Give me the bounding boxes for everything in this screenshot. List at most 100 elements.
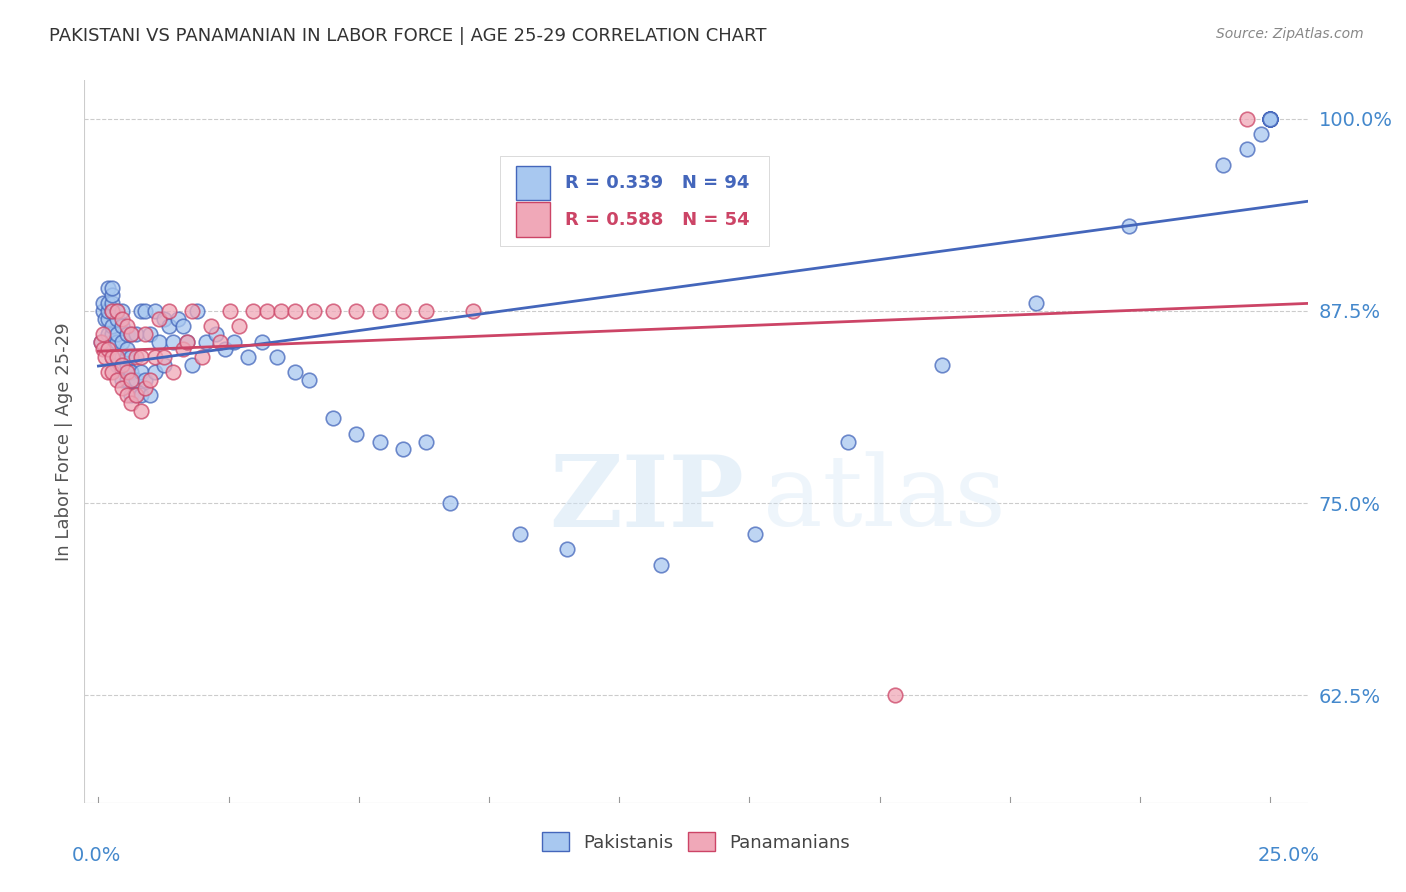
Point — [105, 326, 128, 341]
Point — [1212, 158, 1234, 172]
Point — [90, 334, 112, 349]
Legend: Pakistanis, Panamanians: Pakistanis, Panamanians — [534, 825, 858, 859]
Point — [105, 358, 128, 372]
Point — [650, 558, 672, 572]
Point — [1258, 112, 1281, 126]
Point — [153, 311, 176, 326]
Point — [120, 326, 142, 341]
Point — [111, 319, 134, 334]
Point — [167, 311, 190, 326]
Point — [143, 365, 166, 379]
Point — [115, 319, 138, 334]
Point — [101, 326, 124, 341]
Point — [186, 304, 208, 318]
Point — [97, 365, 120, 379]
Point — [111, 358, 134, 372]
Point — [134, 326, 156, 341]
Point — [1118, 219, 1140, 234]
Point — [97, 326, 120, 341]
Point — [97, 304, 120, 318]
Point — [1258, 112, 1281, 126]
Point — [120, 388, 142, 402]
Point — [266, 350, 288, 364]
Point — [111, 304, 134, 318]
Point — [125, 373, 148, 387]
Point — [238, 350, 260, 364]
Point — [129, 304, 152, 318]
Point — [1236, 143, 1258, 157]
Point — [143, 304, 166, 318]
Point — [415, 304, 437, 318]
Point — [115, 373, 138, 387]
Point — [97, 311, 120, 326]
Point — [125, 326, 148, 341]
Point — [134, 373, 156, 387]
Point — [139, 326, 162, 341]
Point — [94, 311, 117, 326]
Point — [153, 350, 176, 364]
Text: R = 0.588   N = 54: R = 0.588 N = 54 — [565, 211, 749, 228]
Point — [125, 350, 148, 364]
Text: R = 0.339   N = 94: R = 0.339 N = 94 — [565, 174, 749, 192]
Point — [105, 350, 128, 364]
Point — [111, 373, 134, 387]
Point — [101, 334, 124, 349]
Point — [214, 343, 236, 357]
Point — [111, 350, 134, 364]
Point — [256, 304, 278, 318]
Point — [143, 350, 166, 364]
Point — [344, 304, 367, 318]
Point — [91, 304, 114, 318]
Point — [101, 281, 124, 295]
Point — [111, 334, 134, 349]
Point — [555, 542, 578, 557]
Point — [181, 304, 204, 318]
Point — [322, 304, 344, 318]
Point — [368, 304, 391, 318]
Point — [91, 343, 114, 357]
Point — [129, 404, 152, 418]
Text: ZIP: ZIP — [550, 450, 744, 548]
Point — [115, 358, 138, 372]
Point — [1258, 112, 1281, 126]
Point — [195, 334, 218, 349]
Y-axis label: In Labor Force | Age 25-29: In Labor Force | Age 25-29 — [55, 322, 73, 561]
Point — [94, 350, 117, 364]
Point — [120, 365, 142, 379]
FancyBboxPatch shape — [501, 156, 769, 246]
Point — [115, 365, 138, 379]
Point — [176, 334, 198, 349]
Point — [439, 496, 461, 510]
Point — [884, 688, 907, 702]
Point — [97, 296, 120, 310]
Point — [162, 365, 184, 379]
Point — [270, 304, 292, 318]
Point — [157, 304, 180, 318]
Point — [1025, 296, 1047, 310]
Point — [125, 388, 148, 402]
Point — [204, 326, 226, 341]
Point — [509, 526, 531, 541]
Point — [284, 304, 307, 318]
Point — [344, 426, 367, 441]
Point — [91, 296, 114, 310]
Text: 0.0%: 0.0% — [72, 847, 121, 865]
Point — [129, 388, 152, 402]
Point — [463, 304, 485, 318]
Point — [415, 434, 437, 449]
Point — [172, 343, 194, 357]
Point — [115, 343, 138, 357]
Point — [298, 373, 321, 387]
Point — [97, 343, 120, 357]
Point — [302, 304, 325, 318]
Point — [101, 319, 124, 334]
Point — [1258, 112, 1281, 126]
Point — [105, 304, 128, 318]
Point — [1258, 112, 1281, 126]
Point — [125, 388, 148, 402]
Point — [148, 334, 170, 349]
Point — [101, 304, 124, 318]
Point — [120, 350, 142, 364]
Point — [115, 350, 138, 364]
Point — [1236, 112, 1258, 126]
